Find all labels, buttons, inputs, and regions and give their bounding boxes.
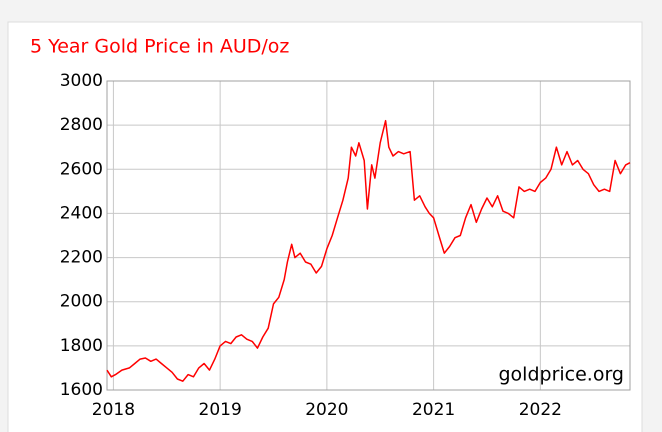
chart-title: 5 Year Gold Price in AUD/oz [30, 36, 289, 58]
y-tick-label: 2600 [60, 159, 103, 179]
x-tick-label: 2020 [305, 400, 348, 420]
plot-area [106, 80, 631, 391]
watermark: goldprice.org [498, 364, 624, 386]
y-tick-label: 2800 [60, 115, 103, 135]
y-tick-label: 2200 [60, 248, 103, 268]
y-tick-label: 3000 [60, 71, 103, 91]
y-tick-label: 1600 [60, 380, 103, 400]
plot-border [106, 80, 631, 391]
y-tick-label: 2000 [60, 292, 103, 312]
x-tick-label: 2018 [92, 400, 135, 420]
price-line [106, 119, 631, 382]
x-tick-label: 2021 [412, 400, 455, 420]
y-tick-label: 2400 [60, 203, 103, 223]
x-tick-label: 2019 [199, 400, 242, 420]
y-tick-label: 1800 [60, 336, 103, 356]
x-tick-label: 2022 [519, 400, 562, 420]
